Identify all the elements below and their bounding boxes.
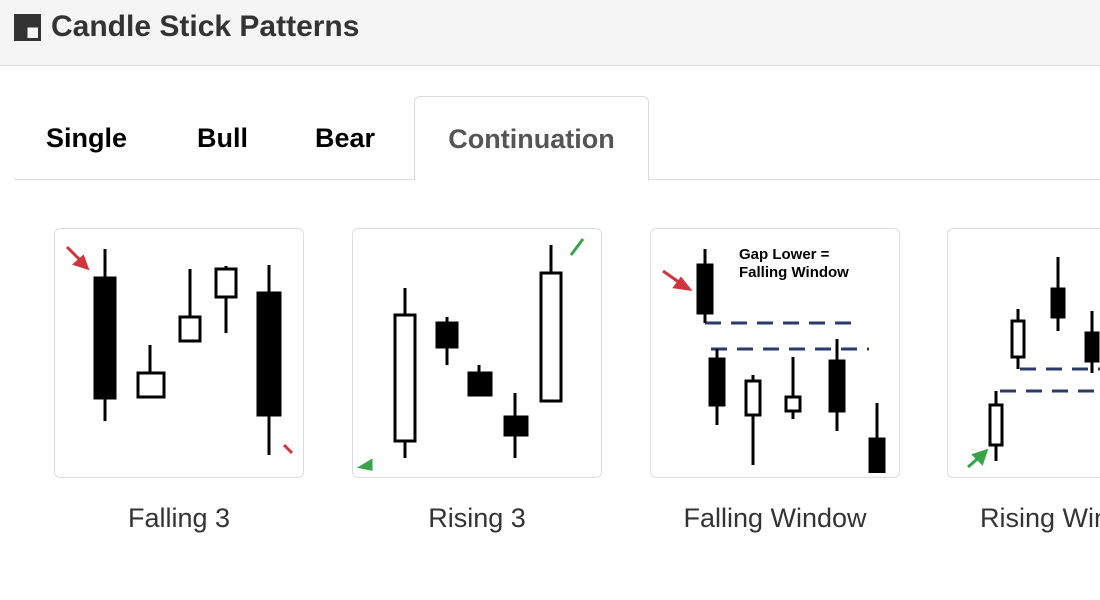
- pattern-label-rising-3: Rising 3: [428, 503, 526, 533]
- tab-bull[interactable]: Bull: [197, 123, 248, 153]
- tab-single[interactable]: Single: [46, 123, 128, 153]
- pattern-label-rising-window: Rising Window: [980, 503, 1100, 533]
- page-header: Candle Stick Patterns: [0, 0, 1100, 66]
- falling-3-pattern-image: [65, 245, 294, 455]
- tab-continuation[interactable]: Continuation: [414, 96, 649, 181]
- rising-3-pattern-image: [357, 238, 585, 471]
- falling-window-pattern-image: Gap Lower = Falling Window: [662, 246, 886, 473]
- board-icon: [14, 14, 41, 41]
- pattern-card-rising-3[interactable]: [352, 228, 602, 478]
- pattern-label-falling-3: Falling 3: [127, 503, 231, 533]
- tab-bar: Single Bull Bear Continuation: [14, 96, 1100, 181]
- page-title: Candle Stick Patterns: [51, 10, 360, 43]
- gap-annotation-line-2: Falling Window: [739, 264, 849, 281]
- rising-window-pattern-image: [967, 257, 1100, 469]
- gap-annotation-line-1: Gap Lower =: [739, 246, 830, 263]
- pattern-label-falling-window: Falling Window: [683, 503, 867, 533]
- pattern-card-rising-window[interactable]: [947, 228, 1100, 478]
- pattern-card-falling-window[interactable]: Gap Lower = Falling Window: [650, 228, 900, 478]
- tab-bear[interactable]: Bear: [315, 123, 376, 153]
- pattern-card-falling-3[interactable]: [54, 228, 304, 478]
